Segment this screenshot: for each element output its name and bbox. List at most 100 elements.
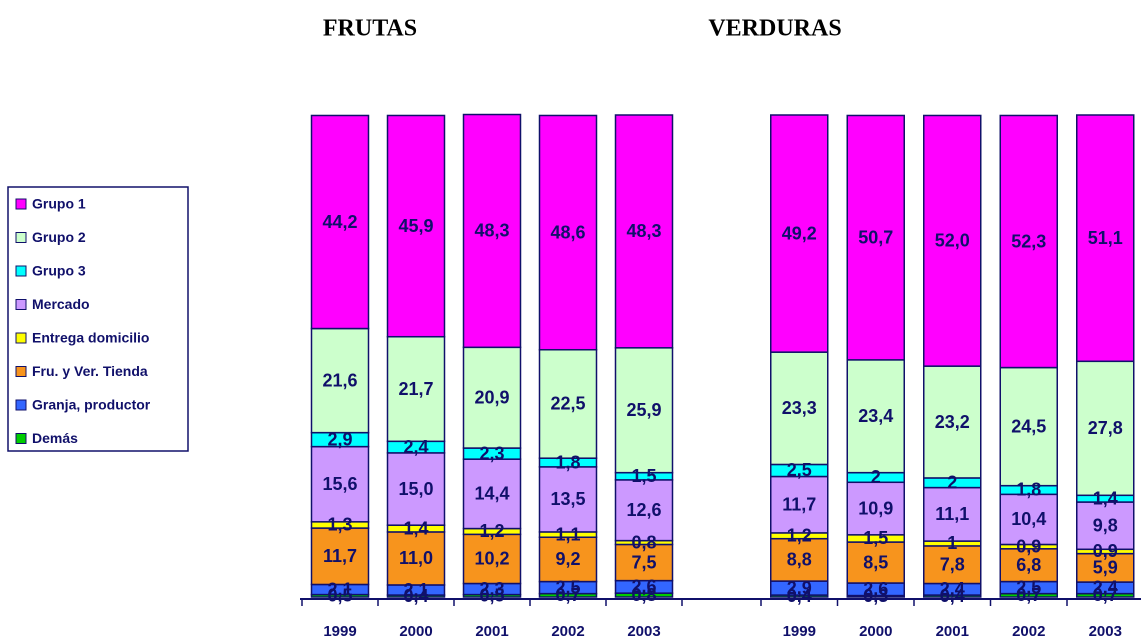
bar-segment <box>310 114 370 330</box>
value-label: 2,5 <box>1016 577 1041 597</box>
value-label: 1,8 <box>1016 480 1041 500</box>
legend-swatch <box>15 332 27 344</box>
bar-segment <box>1076 360 1135 497</box>
bar-segment <box>462 346 522 449</box>
value-label: 0,9 <box>1093 541 1118 561</box>
value-label: 1,8 <box>555 452 580 472</box>
value-label: 2,1 <box>327 579 352 599</box>
value-label: 11,7 <box>323 546 357 566</box>
value-label: 1 <box>947 533 957 553</box>
value-label: 2,4 <box>403 437 428 457</box>
value-label: 11,0 <box>399 548 433 568</box>
value-label: 48,6 <box>550 222 585 242</box>
x-tick-label: 1999 <box>783 623 816 640</box>
value-label: 52,0 <box>935 231 970 251</box>
value-label: 50,7 <box>858 227 893 247</box>
bar-segment <box>462 113 522 349</box>
value-label: 8,5 <box>863 552 888 572</box>
value-label: 7,5 <box>631 552 656 572</box>
bar-segment <box>999 493 1058 546</box>
bar-segment <box>846 114 905 361</box>
value-label: 0,9 <box>1016 536 1041 556</box>
value-label: 0,7 <box>1093 585 1118 605</box>
value-label: 25,9 <box>626 400 661 420</box>
value-label: 52,3 <box>1011 231 1046 251</box>
bar-segment <box>1076 552 1135 583</box>
value-label: 2,9 <box>327 429 352 449</box>
value-label: 23,4 <box>858 406 893 426</box>
value-label: 21,7 <box>398 379 433 399</box>
value-label: 5,9 <box>1093 558 1118 578</box>
value-label: 0,8 <box>631 532 656 552</box>
value-label: 2,9 <box>787 578 812 598</box>
value-label: 2,4 <box>1093 578 1118 598</box>
x-tick-label: 2000 <box>399 623 432 640</box>
legend-label: Demás <box>32 430 78 446</box>
bar-segment <box>923 114 982 367</box>
value-label: 13,5 <box>550 489 585 509</box>
bar-segment <box>923 486 982 542</box>
bar-segment <box>462 458 522 530</box>
value-label: 1,3 <box>327 515 352 535</box>
bar-segment <box>923 545 982 585</box>
bar-segment <box>310 527 370 586</box>
legend-swatch <box>15 198 27 210</box>
value-label: 27,8 <box>1088 418 1123 438</box>
legend-swatch <box>15 399 27 411</box>
value-label: 2,1 <box>403 580 428 600</box>
value-label: 2 <box>947 473 957 493</box>
x-tick-label: 2002 <box>1012 623 1045 640</box>
bar-segment <box>999 114 1058 369</box>
value-label: 0,5 <box>327 586 352 606</box>
value-label: 14,4 <box>474 484 509 504</box>
x-tick-label: 1999 <box>323 623 356 640</box>
value-label: 0,4 <box>787 586 812 606</box>
value-label: 2,3 <box>479 579 504 599</box>
bar-segment <box>538 348 598 459</box>
value-label: 48,3 <box>474 221 509 241</box>
value-label: 2,5 <box>555 577 580 597</box>
legend-label: Fru. y Ver. Tienda <box>32 363 148 379</box>
legend-label: Entrega domicilio <box>32 330 149 346</box>
x-tick-label: 2000 <box>859 623 892 640</box>
bar-segment <box>310 327 370 434</box>
x-tick-label: 2003 <box>1089 623 1122 640</box>
value-label: 2,6 <box>631 577 656 597</box>
bar-segment <box>386 114 446 338</box>
x-tick-label: 2003 <box>627 623 660 640</box>
bar-segment <box>999 366 1058 487</box>
bar-segment <box>386 452 446 526</box>
bar-segment <box>770 114 829 353</box>
legend-label: Grupo 1 <box>32 196 86 212</box>
value-label: 2,3 <box>479 443 504 463</box>
value-label: 2,5 <box>787 460 812 480</box>
value-label: 0,5 <box>479 586 504 606</box>
value-label: 1,2 <box>479 521 504 541</box>
legend-label: Granja, productor <box>32 397 151 413</box>
x-tick-label: 2001 <box>936 623 969 640</box>
bar-segment <box>614 479 674 542</box>
chart-title: FRUTAS <box>323 16 417 42</box>
x-tick-label: 2001 <box>475 623 508 640</box>
bar-segment <box>923 365 982 479</box>
legend-swatch <box>15 265 27 277</box>
bar-segment <box>614 543 674 582</box>
bar-segment <box>999 548 1058 583</box>
bar-segment <box>846 541 905 584</box>
chart-title: VERDURAS <box>708 16 841 42</box>
value-label: 48,3 <box>626 221 661 241</box>
value-label: 49,2 <box>782 223 817 243</box>
value-label: 9,8 <box>1093 515 1118 535</box>
legend-label: Mercado <box>32 296 90 312</box>
value-label: 12,6 <box>626 500 661 520</box>
legend-swatch <box>15 366 27 377</box>
value-label: 10,9 <box>858 498 893 518</box>
value-label: 45,9 <box>398 216 433 236</box>
value-label: 2 <box>871 467 881 487</box>
bar-segment <box>1076 114 1135 363</box>
value-label: 0,4 <box>940 586 965 606</box>
value-label: 22,5 <box>550 394 585 414</box>
value-label: 23,3 <box>782 398 817 418</box>
value-label: 8,8 <box>787 550 812 570</box>
